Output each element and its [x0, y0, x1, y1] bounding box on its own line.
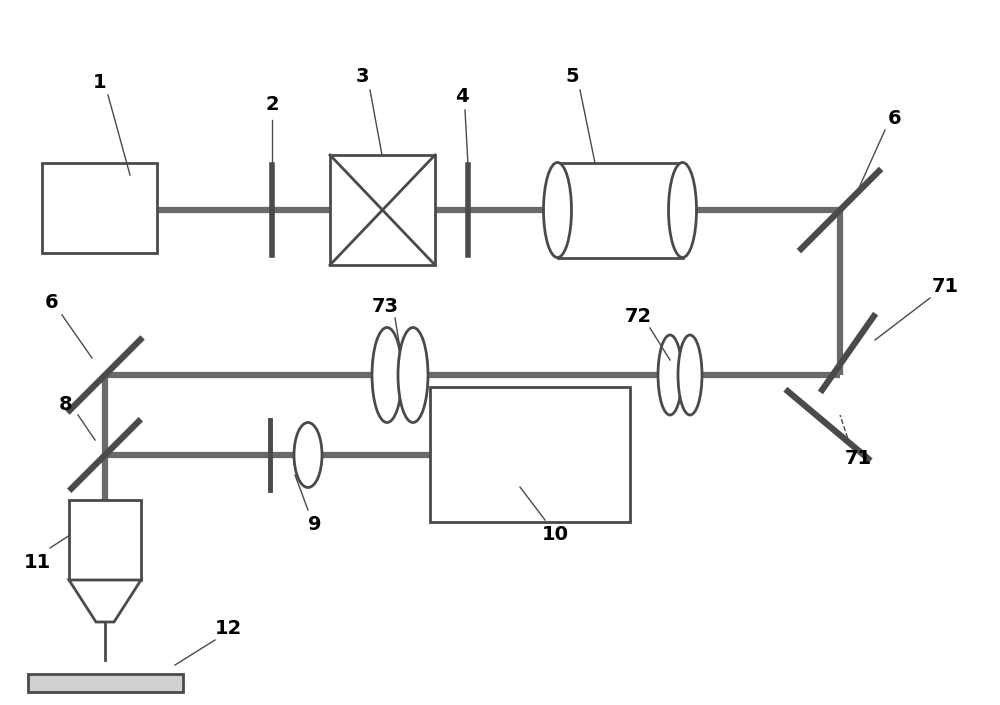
- Bar: [42, 163, 157, 253]
- Text: 6: 6: [888, 109, 902, 128]
- Bar: [330, 155, 435, 265]
- Text: 8: 8: [59, 396, 73, 415]
- Ellipse shape: [668, 162, 696, 257]
- Text: 71: 71: [931, 276, 959, 295]
- Text: 72: 72: [624, 307, 652, 326]
- Text: 12: 12: [214, 618, 242, 637]
- Bar: [69, 500, 141, 580]
- Ellipse shape: [294, 422, 322, 487]
- Bar: [558, 162, 682, 257]
- Text: 3: 3: [355, 66, 369, 85]
- Ellipse shape: [544, 162, 572, 257]
- Text: 9: 9: [308, 515, 322, 534]
- Bar: [430, 387, 630, 522]
- Text: 71: 71: [844, 448, 872, 467]
- Text: 1: 1: [93, 73, 107, 92]
- Polygon shape: [69, 580, 141, 622]
- Text: 2: 2: [265, 95, 279, 114]
- Text: 11: 11: [23, 553, 51, 572]
- Text: 6: 6: [45, 293, 59, 312]
- Ellipse shape: [398, 328, 428, 422]
- Text: 5: 5: [565, 66, 579, 85]
- Text: 4: 4: [455, 87, 469, 106]
- Ellipse shape: [678, 335, 702, 415]
- Ellipse shape: [658, 335, 682, 415]
- Text: 10: 10: [542, 525, 568, 544]
- Bar: [28, 674, 182, 692]
- Text: 73: 73: [372, 297, 398, 316]
- Ellipse shape: [372, 328, 402, 422]
